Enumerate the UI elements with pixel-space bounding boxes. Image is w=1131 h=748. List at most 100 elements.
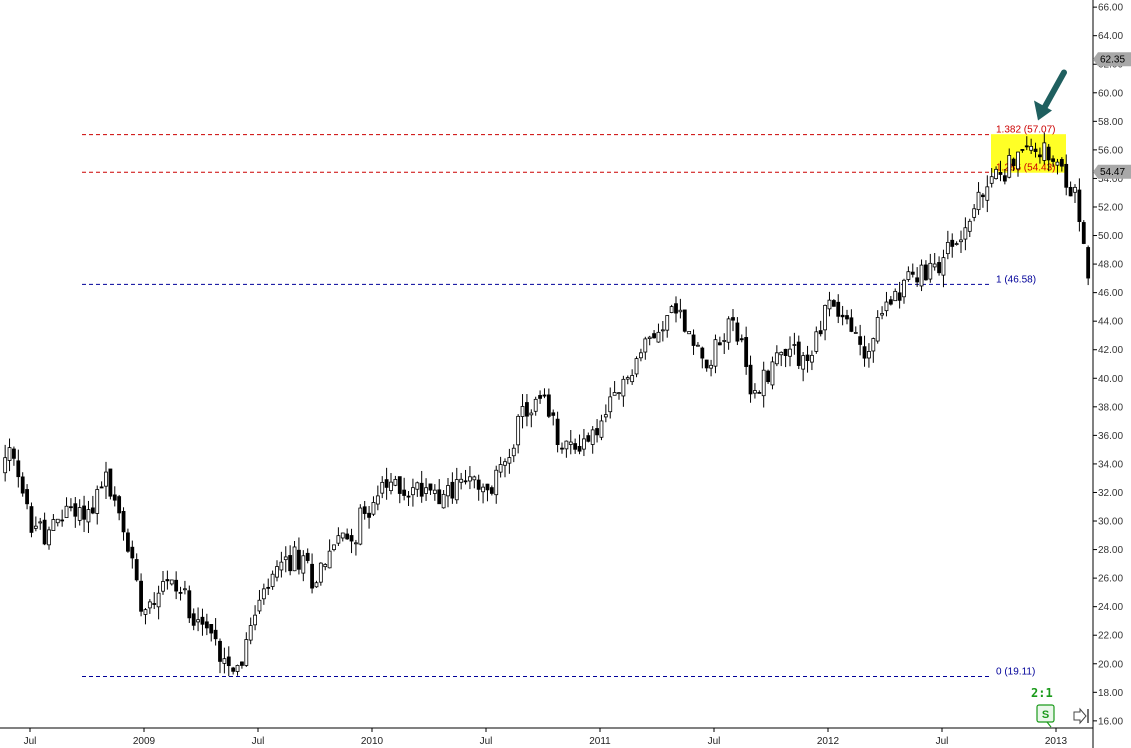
candle-body [985, 186, 990, 201]
candle-body [222, 658, 227, 664]
candle-body [976, 191, 981, 211]
price-tags: 62.35 54.47 [1093, 52, 1131, 179]
candle-body [99, 486, 104, 489]
candle-body [450, 481, 455, 499]
candle-body [270, 573, 275, 587]
candle-body [7, 447, 12, 461]
candle-body [1073, 186, 1077, 193]
candle-body [722, 340, 727, 342]
candle-body [25, 489, 29, 505]
x-tick-label: 2011 [589, 736, 611, 747]
candle-body [726, 318, 731, 343]
candle-body [130, 546, 135, 559]
candle-body [112, 494, 117, 501]
candle-body [959, 239, 963, 243]
candle-body [42, 519, 47, 545]
candle-body [932, 263, 937, 268]
candle-body [196, 619, 200, 623]
scroll-to-end-icon[interactable] [1073, 707, 1089, 725]
candle-body [441, 493, 446, 509]
candle-body [384, 479, 389, 488]
candle-body [279, 561, 284, 571]
candle-body [888, 299, 893, 305]
candle-body [884, 301, 889, 312]
candle-body [836, 301, 841, 317]
fib-level-label: 1.286 (54.43) [996, 162, 1056, 173]
candle-body [766, 370, 770, 383]
candle-body [678, 309, 683, 313]
candle-body [437, 489, 442, 505]
candle-body [902, 279, 906, 298]
candle-body [340, 532, 345, 539]
candle-body [126, 532, 130, 552]
candle-body [568, 441, 573, 445]
candle-body [55, 518, 60, 524]
candle-body [1011, 158, 1016, 167]
s-badge-icon[interactable]: S [1036, 704, 1055, 728]
y-axis-ticks: 16.00 18.00 20.00 22.00 24.00 26.00 28.00 30.00… [1093, 3, 1123, 727]
candle-body [507, 457, 512, 464]
candle-body [525, 402, 529, 417]
candle-body [139, 580, 143, 612]
candle-body [739, 338, 744, 341]
y-tick-label: 28.00 [1098, 545, 1123, 556]
candle-body [582, 438, 586, 450]
y-tick-label: 30.00 [1098, 517, 1123, 528]
candle-body [69, 506, 73, 509]
candle-body [967, 220, 972, 232]
candle-body [774, 352, 779, 365]
candle-body [696, 344, 700, 347]
candle-body [516, 415, 521, 446]
candle-body [90, 507, 95, 514]
candle-body [231, 667, 236, 672]
s-badge-letter: S [1042, 709, 1049, 721]
candle-body [1051, 158, 1055, 162]
x-tick-label: 2010 [361, 736, 384, 747]
candle-body [709, 364, 713, 369]
candle-body [494, 469, 499, 496]
y-tick-label: 32.00 [1098, 488, 1123, 499]
candle-body [783, 348, 788, 356]
candle-body [349, 535, 354, 542]
candle-body [446, 485, 450, 497]
candle-body [713, 339, 718, 367]
candle-body [336, 535, 341, 544]
candle-body [248, 625, 253, 641]
candle-body [314, 582, 319, 588]
candle-body [608, 396, 613, 413]
x-tick-label: Jul [252, 736, 265, 747]
candle-body [744, 337, 749, 367]
s-badge-pointer [1046, 721, 1052, 728]
candle-body [599, 420, 604, 438]
candle-body [875, 317, 880, 342]
y-tick-label: 48.00 [1098, 260, 1123, 271]
candle-body [204, 621, 209, 629]
candle-body [647, 336, 652, 340]
x-tick-label: Jul [24, 736, 37, 747]
candle-body [104, 471, 108, 487]
candle-body [1020, 149, 1025, 151]
candle-body [371, 502, 376, 515]
y-tick-label: 22.00 [1098, 631, 1123, 642]
candle-body [687, 331, 692, 335]
candle-body [424, 487, 428, 494]
candle-body [38, 521, 43, 524]
candle-body [253, 614, 257, 626]
candle-body [51, 519, 56, 531]
candle-body [981, 194, 985, 198]
fib-level-label: 0 (19.11) [996, 666, 1035, 677]
y-tick-label: 16.00 [1098, 716, 1123, 727]
candle-body [406, 495, 411, 498]
candle-body [634, 358, 639, 375]
candle-body [261, 588, 266, 600]
ratio-label: 2:1 [1031, 686, 1053, 700]
candle-body [994, 168, 998, 179]
candle-body [3, 457, 8, 474]
candle-body [617, 392, 621, 395]
x-tick-label: Jul [708, 736, 721, 747]
candle-body [665, 315, 670, 331]
y-tick-label: 54.00 [1098, 174, 1123, 185]
candle-body [612, 392, 617, 396]
candle-body [682, 309, 687, 332]
